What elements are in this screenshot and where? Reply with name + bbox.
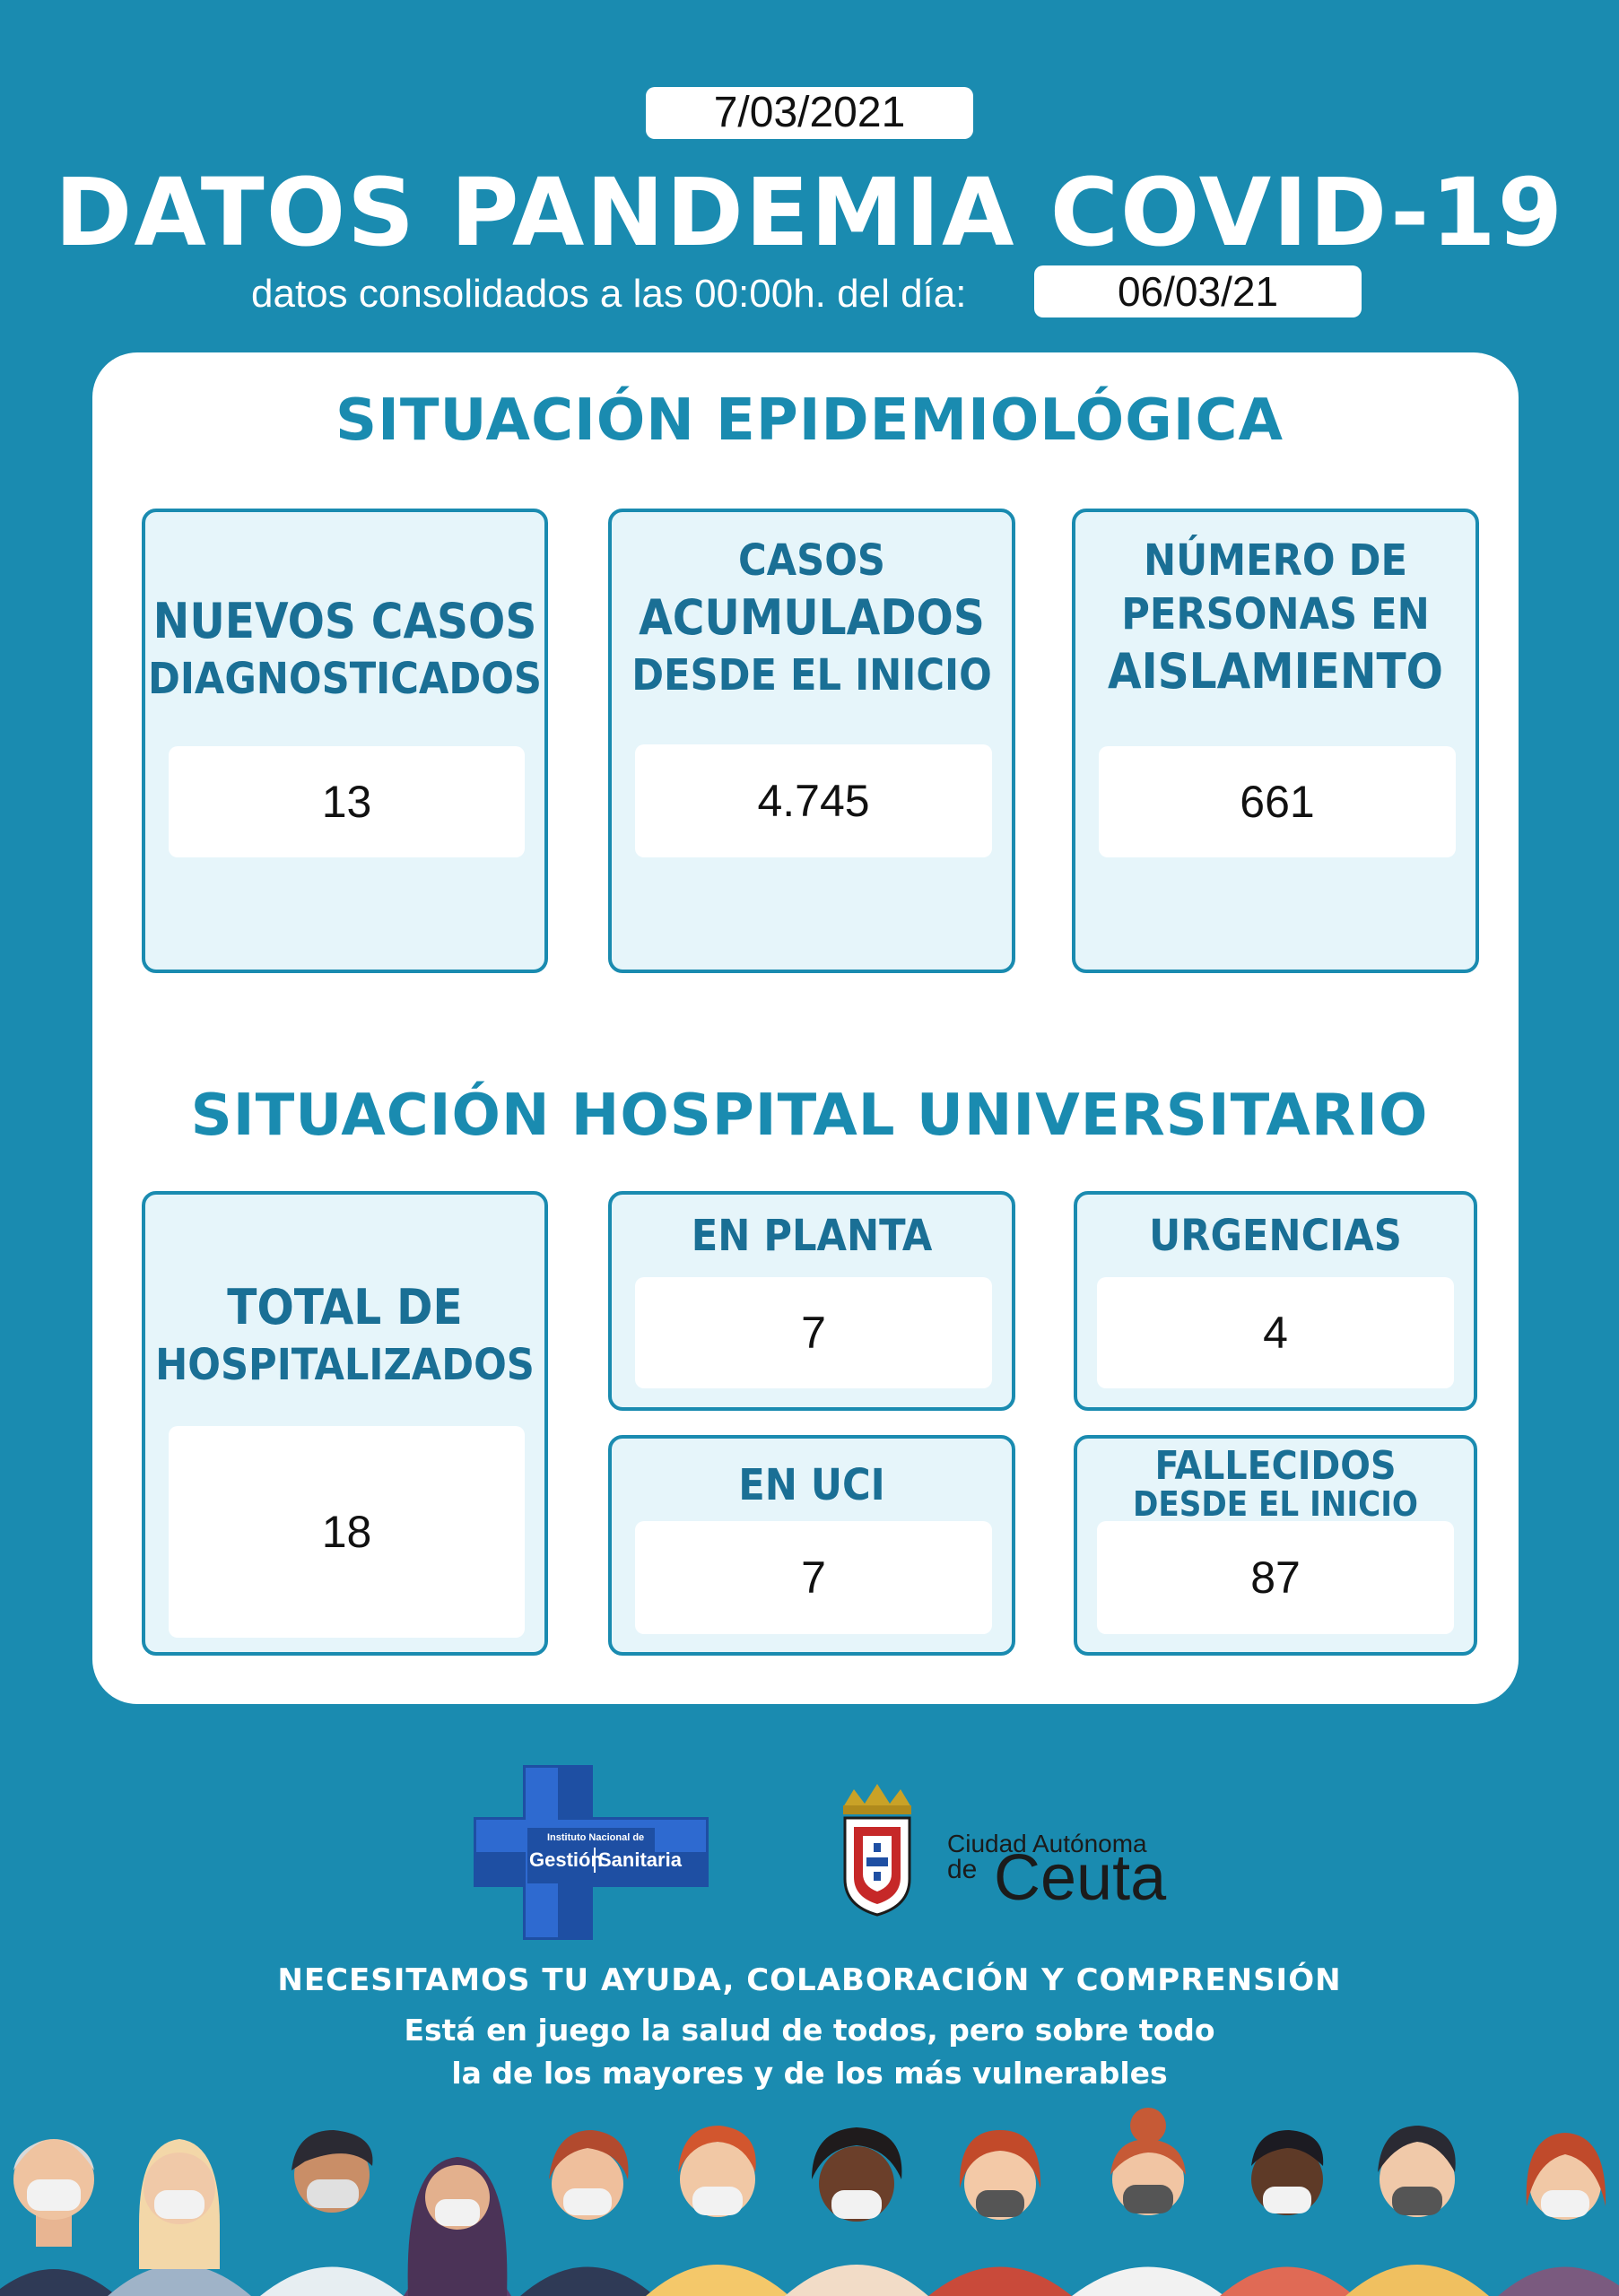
nuevos-line2: DIAGNOSTICADOS xyxy=(147,653,542,704)
nuevos-line1: NUEVOS CASOS xyxy=(152,593,537,649)
ceuta-de: de xyxy=(947,1855,978,1884)
card-nuevos-label: NUEVOS CASOS DIAGNOSTICADOS xyxy=(145,591,544,706)
acumulados-value: 4.745 xyxy=(635,744,992,857)
aislamiento-value: 661 xyxy=(1099,746,1456,857)
aislamiento-line2: PERSONAS EN xyxy=(1121,589,1430,639)
ceuta-name: Ceuta xyxy=(994,1842,1167,1914)
person-figures-icon xyxy=(0,2108,1619,2296)
uci-value: 7 xyxy=(635,1521,992,1634)
section-title-hospital: SITUACIÓN HOSPITAL UNIVERSITARIO xyxy=(190,1083,1429,1149)
igs-logo: Instituto Nacional de Gestión Sanitaria xyxy=(474,1765,709,1940)
section-title-epidemiologica: SITUACIÓN EPIDEMIOLÓGICA xyxy=(335,387,1284,454)
card-en-uci: EN UCI 7 xyxy=(608,1435,1015,1656)
total-line1: TOTAL DE xyxy=(227,1279,463,1335)
card-casos-acumulados: CASOS ACUMULADOS DESDE EL INICIO 4.745 xyxy=(608,509,1015,973)
planta-value: 7 xyxy=(635,1277,992,1388)
fallecidos-line1: FALLECIDOS xyxy=(1154,1443,1397,1489)
consolidated-date: 06/03/21 xyxy=(1034,265,1362,317)
acumulados-line3: DESDE EL INICIO xyxy=(631,649,992,700)
footer-headline: NECESITAMOS TU AYUDA, COLABORACIÓN Y COM… xyxy=(277,1962,1342,1998)
card-aislamiento: NÚMERO DE PERSONAS EN AISLAMIENTO 661 xyxy=(1072,509,1479,973)
urgencias-value: 4 xyxy=(1097,1277,1454,1388)
card-total-label: TOTAL DE HOSPITALIZADOS xyxy=(145,1277,544,1392)
people-illustration xyxy=(0,2108,1619,2296)
igs-line1: Instituto Nacional de xyxy=(547,1832,644,1843)
ceuta-logo xyxy=(843,1784,911,1917)
card-acumulados-label: CASOS ACUMULADOS DESDE EL INICIO xyxy=(612,534,1012,702)
aislamiento-line1: NÚMERO DE xyxy=(1143,535,1408,586)
subtitle: datos consolidados a las 00:00h. del día… xyxy=(251,272,967,316)
acumulados-line2: ACUMULADOS xyxy=(639,589,985,646)
footer-line3: la de los mayores y de los más vulnerabl… xyxy=(451,2056,1168,2091)
card-en-planta: EN PLANTA 7 xyxy=(608,1191,1015,1411)
igs-sanitaria: Sanitaria xyxy=(598,1848,683,1871)
card-aislamiento-label: NÚMERO DE PERSONAS EN AISLAMIENTO xyxy=(1075,534,1475,702)
card-urgencias: URGENCIAS 4 xyxy=(1074,1191,1477,1411)
total-value: 18 xyxy=(169,1426,525,1638)
aislamiento-line3: AISLAMIENTO xyxy=(1108,643,1443,700)
fallecidos-line2: DESDE EL INICIO xyxy=(1133,1484,1418,1525)
card-fallecidos-label: FALLECIDOS DESDE EL INICIO xyxy=(1077,1443,1474,1525)
card-total-hospitalizados: TOTAL DE HOSPITALIZADOS 18 xyxy=(142,1191,548,1656)
total-line2: HOSPITALIZADOS xyxy=(155,1339,535,1390)
card-uci-label: EN UCI xyxy=(612,1458,1012,1512)
urgencias-label: URGENCIAS xyxy=(1149,1211,1402,1261)
uci-label: EN UCI xyxy=(738,1460,885,1510)
nuevos-value: 13 xyxy=(169,746,525,857)
card-nuevos-casos: NUEVOS CASOS DIAGNOSTICADOS 13 xyxy=(142,509,548,973)
fallecidos-value: 87 xyxy=(1097,1521,1454,1634)
card-planta-label: EN PLANTA xyxy=(612,1209,1012,1263)
igs-gestion: Gestión xyxy=(529,1848,603,1871)
ceuta-line1: Ciudad Autónoma xyxy=(947,1830,1147,1857)
card-urgencias-label: URGENCIAS xyxy=(1077,1209,1474,1263)
report-date: 7/03/2021 xyxy=(646,87,973,139)
planta-label: EN PLANTA xyxy=(691,1211,933,1261)
page-title: DATOS PANDEMIA COVID-19 xyxy=(55,158,1564,267)
card-fallecidos: FALLECIDOS DESDE EL INICIO 87 xyxy=(1074,1435,1477,1656)
footer-line2: Está en juego la salud de todos, pero so… xyxy=(404,2013,1215,2048)
acumulados-line1: CASOS xyxy=(737,535,885,586)
